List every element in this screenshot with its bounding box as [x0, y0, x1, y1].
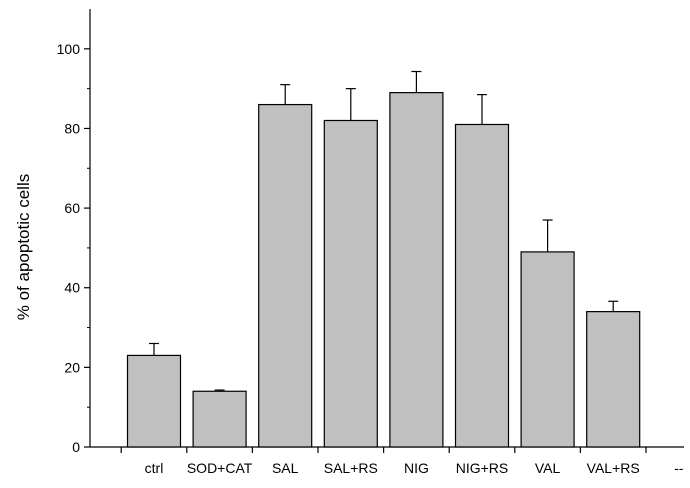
axes: [89, 9, 684, 448]
x-tick-label: VAL+RS: [587, 460, 640, 476]
bar: [192, 390, 247, 448]
y-tick-label: 60: [64, 200, 80, 216]
x-tick-label: NIG+RS: [456, 460, 509, 476]
bar: [520, 251, 575, 448]
x-tick-label: --: [674, 460, 684, 476]
bar: [454, 123, 510, 448]
bar: [389, 92, 444, 448]
bar: [586, 311, 641, 448]
y-axis-ticks: 0 20 40 60 80 100: [57, 41, 90, 455]
x-tick-label: SAL: [272, 460, 299, 476]
y-tick-label: 0: [72, 439, 80, 455]
bar: [323, 119, 378, 448]
x-tick-label: SOD+CAT: [187, 460, 253, 476]
y-tick-label: 40: [64, 280, 80, 296]
y-tick-label: 100: [57, 41, 81, 57]
x-tick-label: VAL: [535, 460, 561, 476]
y-tick-label: 80: [64, 120, 80, 136]
bar: [126, 354, 182, 448]
y-axis-title: % of apoptotic cells: [14, 174, 33, 320]
error-bars: [149, 70, 619, 392]
x-tick-label: ctrl: [145, 460, 164, 476]
y-tick-label: 20: [64, 359, 80, 375]
bars: [126, 92, 641, 448]
x-tick-label: NIG: [404, 460, 429, 476]
x-tick-label: SAL+RS: [324, 460, 378, 476]
x-axis-ticks: ctrl SOD+CAT SAL SAL+RS NIG NIG+RS VAL VAL+RS --: [120, 447, 684, 476]
bar: [258, 103, 313, 448]
